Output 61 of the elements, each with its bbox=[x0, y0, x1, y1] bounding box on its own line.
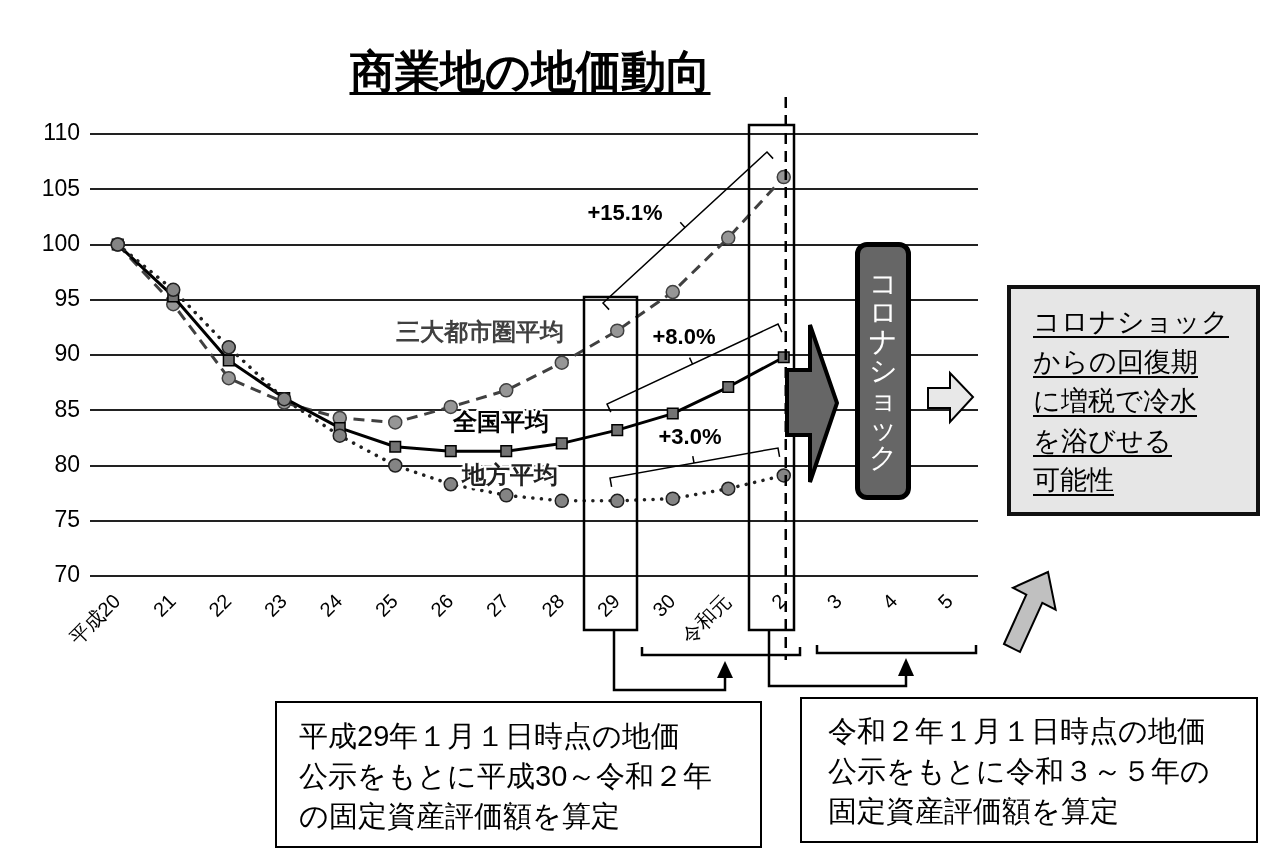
y-tick-label: 110 bbox=[43, 119, 80, 146]
point bbox=[610, 323, 625, 338]
x-tick-label: 26 bbox=[426, 589, 458, 621]
point bbox=[389, 440, 402, 453]
y-tick-label: 85 bbox=[54, 395, 80, 422]
point bbox=[221, 370, 236, 386]
annotation: +3.0% bbox=[657, 424, 723, 450]
x-tick-label: 24 bbox=[315, 589, 347, 621]
series-label: 三大都市圏平均 bbox=[395, 318, 564, 346]
point bbox=[721, 481, 736, 496]
x-tick-label: 平成20 bbox=[64, 589, 125, 650]
point bbox=[499, 383, 514, 398]
text: 平成29年１月１日時点の地価公示をもとに平成30～令和２年の固定資産評価額を算定 bbox=[275, 701, 762, 848]
point bbox=[499, 488, 514, 503]
x-tick-label: 29 bbox=[592, 589, 624, 621]
x-tick-label: 28 bbox=[537, 589, 569, 621]
x-tick-label: 5 bbox=[933, 589, 957, 614]
point bbox=[776, 468, 791, 483]
point bbox=[665, 491, 680, 506]
point bbox=[443, 477, 458, 492]
x-tick-label: 3 bbox=[822, 589, 846, 614]
annotation: コロナショック bbox=[855, 242, 911, 500]
point bbox=[166, 282, 181, 298]
x-tick-label: 27 bbox=[481, 589, 513, 621]
text: 令和２年１月１日時点の地価公示をもとに令和３～５年の固定資産評価額を算定 bbox=[800, 697, 1258, 843]
x-tick-label: 25 bbox=[370, 589, 402, 621]
x-tick-label: 4 bbox=[878, 589, 902, 614]
point bbox=[665, 284, 680, 300]
x-tick-label: 22 bbox=[204, 589, 236, 621]
point bbox=[221, 340, 236, 355]
x-tick-label: 30 bbox=[648, 589, 680, 621]
annotation: +8.0% bbox=[651, 324, 717, 350]
point bbox=[332, 428, 347, 443]
point bbox=[555, 437, 568, 450]
point bbox=[721, 230, 736, 246]
y-tick-label: 75 bbox=[54, 506, 80, 533]
x-tick-label: 令和元 bbox=[677, 589, 735, 648]
point bbox=[554, 493, 569, 509]
x-tick-label: 2 bbox=[767, 589, 791, 614]
y-tick-label: 80 bbox=[54, 450, 80, 477]
point bbox=[222, 354, 235, 367]
series-label: 全国平均 bbox=[451, 408, 549, 436]
point bbox=[666, 407, 679, 420]
x-tick-label: 23 bbox=[259, 589, 291, 621]
point bbox=[444, 445, 457, 458]
y-tick-label: 105 bbox=[41, 174, 80, 201]
y-tick-label: 100 bbox=[41, 229, 80, 256]
annotation: +15.1% bbox=[586, 200, 664, 226]
point bbox=[611, 424, 624, 437]
point bbox=[610, 493, 625, 509]
text: コロナショックからの回復期に増税で冷水を浴びせる可能性 bbox=[1007, 285, 1260, 516]
chart-title: 商業地の地価動向 bbox=[348, 45, 712, 99]
y-tick-label: 95 bbox=[54, 285, 80, 312]
y-tick-label: 70 bbox=[54, 561, 80, 588]
x-tick-label: 21 bbox=[148, 589, 180, 621]
point bbox=[388, 415, 403, 430]
y-tick-label: 90 bbox=[54, 340, 80, 367]
point bbox=[500, 445, 513, 458]
point bbox=[388, 458, 403, 473]
point bbox=[722, 380, 735, 394]
point bbox=[554, 355, 569, 370]
